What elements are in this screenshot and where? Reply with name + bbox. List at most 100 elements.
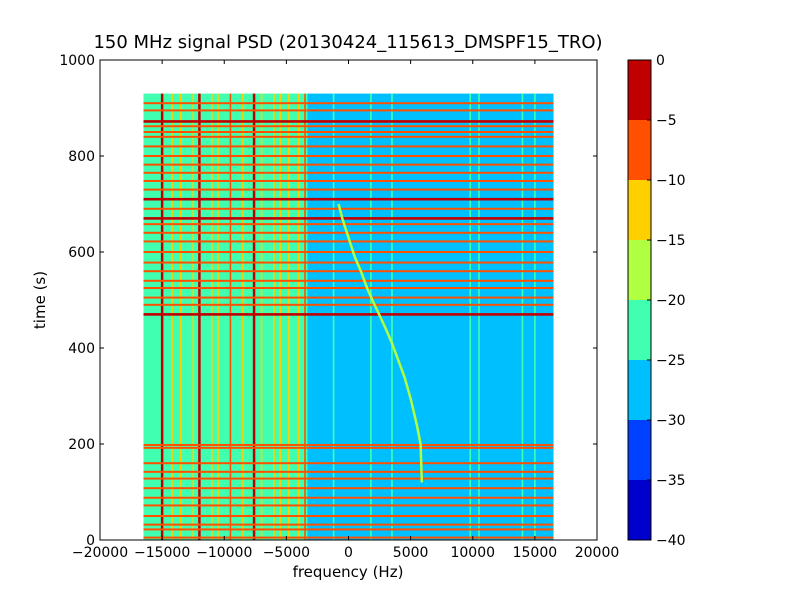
horizontal-interference-line	[143, 523, 554, 526]
horizontal-interference-line	[143, 515, 554, 517]
horizontal-interference-line	[143, 261, 554, 264]
vertical-signal-line	[217, 93, 219, 540]
heatmap-area	[143, 93, 554, 540]
colorbar-tick-label: −10	[656, 173, 686, 189]
colorbar-segment	[628, 300, 651, 360]
colorbar-segment	[628, 120, 651, 180]
vertical-signal-line	[332, 93, 335, 540]
vertical-signal-line	[469, 93, 472, 540]
horizontal-interference-line	[143, 135, 554, 138]
horizontal-interference-line	[143, 188, 554, 191]
horizontal-interference-line	[143, 171, 554, 174]
colorbar-segment	[628, 240, 651, 300]
vertical-signal-line	[171, 93, 173, 540]
vertical-signal-line	[288, 93, 290, 540]
x-axis: −20000 −15000 −10000 −5000 0 5000 10000 15000 20…	[72, 60, 619, 561]
colorbar-tick-label: 0	[656, 53, 665, 69]
colorbar-segment	[628, 420, 651, 480]
horizontal-interference-line	[143, 163, 554, 166]
colorbar-tick-label: −30	[656, 413, 686, 429]
vertical-signal-line	[534, 93, 536, 540]
x-tick-label: −5000	[263, 545, 310, 561]
horizontal-interference-line	[143, 296, 554, 299]
vertical-signal-line	[370, 93, 372, 540]
x-tick-label: 0	[344, 545, 353, 561]
y-tick-label: 200	[68, 437, 95, 453]
horizontal-interference-line	[143, 287, 554, 289]
horizontal-interference-line	[143, 251, 554, 253]
horizontal-interference-line	[143, 487, 554, 490]
colorbar-segment	[628, 180, 651, 240]
vertical-signal-line	[478, 93, 480, 540]
doppler-curve	[337, 203, 424, 483]
horizontal-interference-line	[143, 470, 554, 473]
vertical-signal-line	[179, 93, 182, 540]
horizontal-interference-line	[143, 270, 554, 273]
vertical-signal-line	[521, 93, 524, 540]
horizontal-interference-line	[143, 120, 554, 123]
vertical-signal-line	[160, 93, 164, 540]
horizontal-interference-line	[143, 179, 554, 182]
vertical-signal-line	[298, 93, 300, 540]
horizontal-interference-line	[143, 131, 554, 133]
colorbar-segment	[628, 480, 651, 540]
colorbar-segment	[628, 360, 651, 420]
horizontal-interference-line	[143, 313, 554, 316]
vertical-signal-line	[192, 93, 194, 540]
horizontal-interference-line	[143, 125, 554, 128]
colorbar: −40 −35 −30 −25 −20 −15 −10 −5 0	[627, 53, 686, 549]
horizontal-interference-line	[143, 504, 554, 507]
x-axis-label: frequency (Hz)	[293, 563, 404, 581]
colorbar-tick-label: −40	[656, 533, 686, 549]
y-tick-label: 0	[86, 533, 95, 549]
colorbar-segment	[628, 60, 651, 120]
horizontal-interference-line	[143, 223, 554, 226]
horizontal-interference-line	[143, 446, 554, 449]
horizontal-interference-line	[143, 496, 554, 499]
horizontal-interference-line	[143, 207, 554, 210]
horizontal-interference-line	[143, 528, 554, 531]
horizontal-interference-line	[143, 109, 554, 112]
horizontal-interference-line	[143, 443, 554, 446]
horizontal-interference-line	[143, 231, 554, 234]
horizontal-interference-line	[143, 145, 554, 148]
vertical-signal-line	[304, 93, 306, 540]
vertical-signal-line	[260, 93, 263, 540]
colorbar-tick-label: −20	[656, 293, 686, 309]
x-tick-label: −20000	[72, 545, 128, 561]
colorbar-tick-label: −25	[656, 353, 686, 369]
horizontal-interference-line	[143, 217, 554, 220]
y-axis-label: time (s)	[31, 271, 49, 329]
y-tick-label: 1000	[59, 53, 95, 69]
chart-title: 150 MHz signal PSD (20130424_115613_DMSP…	[93, 32, 602, 53]
colorbar-tick-label: −15	[656, 233, 686, 249]
x-tick-label: 15000	[513, 545, 558, 561]
vertical-signal-line	[279, 93, 281, 540]
colorbar-tick-label: −5	[656, 113, 677, 129]
x-tick-label: 10000	[450, 545, 495, 561]
x-tick-label: 5000	[393, 545, 429, 561]
horizontal-interference-line	[143, 303, 554, 306]
vertical-signal-line	[211, 93, 213, 540]
vertical-signal-line	[242, 93, 244, 540]
colorbar-tick-label: −35	[656, 473, 686, 489]
horizontal-interference-line	[143, 462, 554, 465]
horizontal-interference-line	[143, 155, 554, 157]
vertical-signal-line	[229, 93, 232, 540]
vertical-signal-line	[252, 93, 256, 540]
y-tick-label: 400	[68, 341, 95, 357]
y-axis: 0 200 400 600 800 1000	[59, 53, 597, 549]
vertical-signal-line	[273, 93, 275, 540]
background-low-freq	[143, 93, 308, 540]
x-tick-label: −10000	[196, 545, 252, 561]
background-high-freq	[307, 93, 554, 540]
horizontal-interference-line	[143, 279, 554, 282]
y-tick-label: 800	[68, 149, 95, 165]
vertical-signal-line	[391, 93, 393, 540]
x-tick-label: 20000	[575, 545, 620, 561]
x-tick-label: −15000	[134, 545, 190, 561]
horizontal-interference-line	[143, 477, 554, 480]
horizontal-interference-line	[143, 197, 554, 201]
horizontal-interference-line	[143, 102, 554, 105]
